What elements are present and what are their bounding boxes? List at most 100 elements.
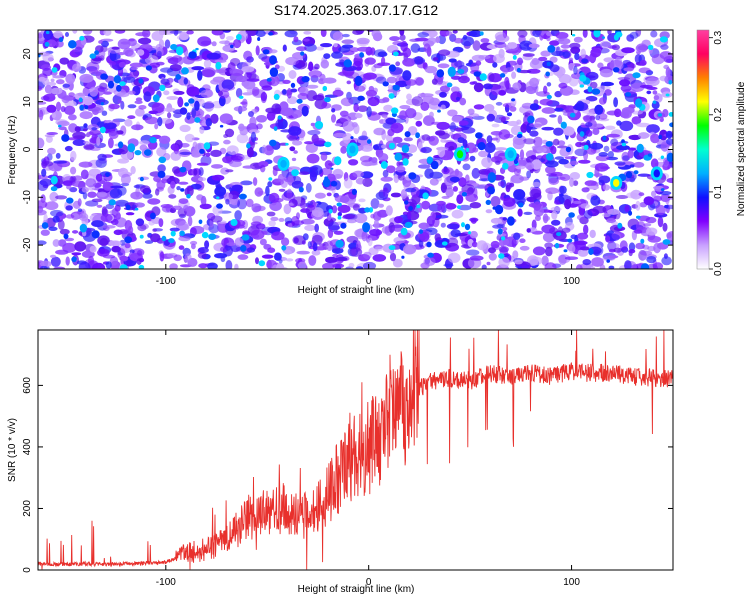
heatmap-cell xyxy=(539,98,553,106)
heatmap-cell xyxy=(184,102,190,107)
heatmap-cell xyxy=(532,246,546,256)
heatmap-cell xyxy=(464,223,471,231)
heatmap-cell xyxy=(163,90,170,96)
heatmap-y-tick-label: 10 xyxy=(22,96,33,108)
heatmap-cell xyxy=(338,46,351,53)
heatmap-cell xyxy=(495,101,503,106)
heatmap-cell xyxy=(541,126,555,131)
heatmap-cell xyxy=(90,57,102,65)
heatmap-cell xyxy=(249,116,257,127)
heatmap-cell xyxy=(308,61,314,72)
heatmap-cell xyxy=(549,114,557,118)
heatmap-cell xyxy=(358,135,369,141)
heatmap-cell xyxy=(62,180,74,186)
heatmap-cell xyxy=(200,197,207,205)
heatmap-cell xyxy=(554,242,560,249)
heatmap-cell xyxy=(85,200,99,207)
heatmap-cell xyxy=(440,138,447,143)
heatmap-cell xyxy=(659,191,672,196)
heatmap-cell xyxy=(420,93,434,97)
heatmap-cell xyxy=(236,133,249,144)
heatmap-cell xyxy=(306,84,319,89)
heatmap-cell xyxy=(438,34,446,45)
heatmap-cell xyxy=(392,136,403,144)
heatmap-cell xyxy=(387,45,399,54)
heatmap-cell xyxy=(159,251,165,262)
heatmap-cell xyxy=(371,30,382,38)
heatmap-cell xyxy=(544,262,557,269)
heatmap-cell xyxy=(128,38,135,42)
heatmap-cell xyxy=(82,191,88,200)
heatmap-cell xyxy=(630,82,645,93)
heatmap-cell xyxy=(80,169,89,180)
heatmap-cell xyxy=(487,186,495,195)
heatmap-cell xyxy=(461,126,476,134)
snr-series-line xyxy=(38,330,673,570)
heatmap-cell xyxy=(402,70,412,81)
heatmap-cell xyxy=(45,30,50,35)
heatmap-cell xyxy=(404,131,411,138)
colorbar-label: Normalized spectral amplitude xyxy=(736,81,747,216)
heatmap-cell xyxy=(562,126,575,136)
heatmap-cell xyxy=(495,204,504,215)
heatmap-cell xyxy=(148,220,155,226)
heatmap-cell xyxy=(517,57,523,66)
heatmap-cell xyxy=(395,61,401,67)
heatmap-cell xyxy=(216,203,223,209)
heatmap-cell xyxy=(541,224,556,234)
heatmap-cell xyxy=(605,235,611,243)
heatmap-cell xyxy=(553,138,560,146)
heatmap-cell xyxy=(647,44,654,51)
heatmap-cell xyxy=(53,266,66,269)
heatmap-cell xyxy=(340,97,354,107)
heatmap-cell xyxy=(519,245,530,251)
heatmap-cell xyxy=(590,266,595,269)
heatmap-cell xyxy=(389,252,397,262)
heatmap-cell xyxy=(158,135,171,144)
heatmap-cell xyxy=(40,229,50,236)
heatmap-cell xyxy=(158,218,164,228)
heatmap-cell xyxy=(601,81,614,87)
heatmap-cell xyxy=(117,158,130,164)
heatmap-cell xyxy=(38,101,47,105)
heatmap-cell xyxy=(210,79,221,85)
heatmap-cell xyxy=(233,38,242,49)
heatmap-cell xyxy=(155,188,160,196)
heatmap-cell xyxy=(574,52,580,61)
heatmap-cell xyxy=(406,93,412,101)
heatmap-cell xyxy=(117,99,122,104)
heatmap-cell xyxy=(417,164,431,169)
heatmap-cell xyxy=(50,87,63,95)
heatmap-cell xyxy=(343,177,353,189)
heatmap-cell xyxy=(523,211,533,215)
heatmap-y-label: Frequency (Hz) xyxy=(7,116,18,185)
heatmap-cell xyxy=(560,121,567,129)
heatmap-cell xyxy=(214,59,227,63)
heatmap-cell xyxy=(473,104,485,110)
heatmap-cell xyxy=(359,155,373,163)
heatmap-cell xyxy=(380,176,393,182)
heatmap-cell xyxy=(187,216,193,227)
heatmap-cell xyxy=(554,90,562,98)
heatmap-cell xyxy=(458,120,469,126)
heatmap-cell xyxy=(222,30,231,33)
heatmap-cell xyxy=(609,59,624,71)
heatmap-cell xyxy=(505,182,512,190)
heatmap-cell xyxy=(320,30,327,37)
heatmap-cell xyxy=(454,60,465,68)
heatmap-cell xyxy=(171,205,182,210)
heatmap-cell xyxy=(175,74,182,80)
heatmap-cell xyxy=(89,53,97,59)
heatmap-cell xyxy=(51,67,58,73)
heatmap-cell xyxy=(293,36,299,43)
snr-x-tick-label: 0 xyxy=(366,577,372,588)
heatmap-cell xyxy=(328,209,333,214)
heatmap-cell xyxy=(50,209,64,217)
heatmap-cell xyxy=(327,229,334,239)
heatmap-cell xyxy=(557,37,571,45)
heatmap-cell xyxy=(440,182,447,194)
heatmap-cell xyxy=(619,79,631,87)
heatmap-cell xyxy=(668,80,673,85)
heatmap-cell xyxy=(435,130,446,136)
heatmap-cell xyxy=(396,161,401,167)
